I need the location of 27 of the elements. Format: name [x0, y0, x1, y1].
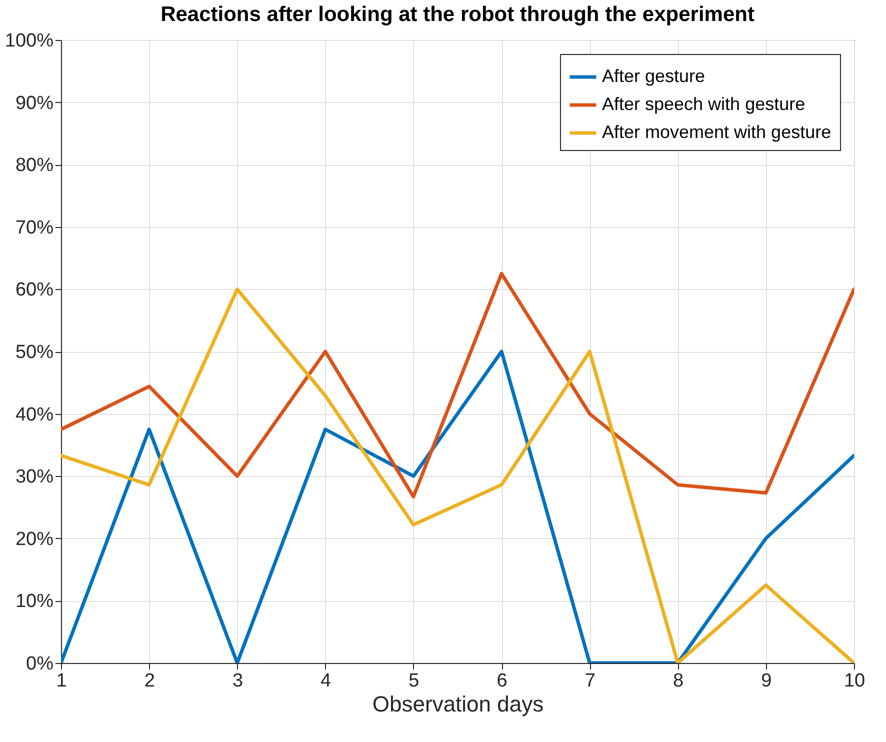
x-axis-title: Observation days — [372, 692, 544, 716]
line-series — [61, 272, 854, 498]
x-tick-label: 3 — [232, 670, 244, 692]
chart-title: Reactions after looking at the robot through the experiment — [160, 3, 754, 26]
x-tick-label: 1 — [56, 670, 67, 692]
y-tick-label: 30% — [15, 466, 54, 488]
x-tick-label: 6 — [496, 670, 508, 692]
x-tick-label: 9 — [761, 670, 772, 692]
x-tick-label: 8 — [672, 670, 684, 692]
y-tick-label: 20% — [15, 528, 54, 550]
x-tick-label: 10 — [844, 670, 866, 692]
y-tick-label: 10% — [15, 591, 54, 612]
y-tick-label: 50% — [15, 342, 54, 363]
legend-label: After gesture — [602, 66, 706, 86]
legend-label: After speech with gesture — [602, 94, 806, 114]
y-tick-label: 90% — [15, 92, 54, 114]
y-tick-label: 0% — [26, 654, 54, 674]
x-tick-label: 5 — [408, 670, 420, 692]
x-tick-label: 4 — [320, 670, 332, 692]
y-tick-label: 40% — [15, 404, 54, 426]
y-tick-label: 80% — [15, 155, 54, 176]
legend-label: After movement with gesture — [602, 122, 832, 142]
x-tick-label: 2 — [144, 670, 155, 692]
y-tick-label: 70% — [15, 217, 54, 238]
y-tick-label: 60% — [15, 280, 54, 301]
y-tick-label: 100% — [4, 30, 54, 52]
x-tick-label: 7 — [584, 670, 596, 692]
